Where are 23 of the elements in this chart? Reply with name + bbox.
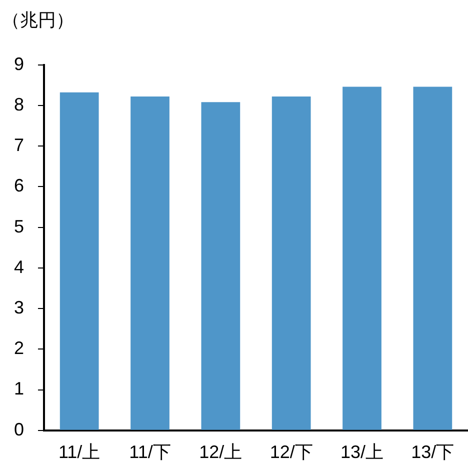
x-tick-label: 11/下 — [129, 442, 171, 462]
y-tick-label: 6 — [14, 176, 24, 196]
y-tick-label: 7 — [14, 135, 24, 156]
bar — [60, 92, 99, 430]
y-tick-label: 1 — [14, 378, 24, 399]
y-tick-label: 0 — [14, 419, 24, 440]
y-tick-label: 3 — [14, 298, 24, 318]
bar — [342, 86, 382, 430]
y-tick-label: 9 — [14, 54, 24, 74]
y-tick-label: 8 — [14, 94, 24, 114]
y-tick-label: 5 — [14, 216, 24, 236]
bar — [272, 96, 311, 430]
x-tick-label: 11/上 — [58, 442, 100, 462]
y-tick-label: 2 — [14, 338, 24, 358]
x-tick-label: 12/下 — [270, 442, 313, 462]
x-tick-label: 13/下 — [411, 442, 454, 462]
y-tick-label: 4 — [14, 256, 24, 277]
x-tick-label: 12/上 — [199, 442, 242, 462]
y-axis-title: （兆円） — [1, 9, 75, 32]
bar — [413, 86, 452, 430]
bar — [130, 96, 170, 430]
x-tick-label: 13/上 — [340, 442, 384, 462]
bar — [201, 102, 240, 430]
